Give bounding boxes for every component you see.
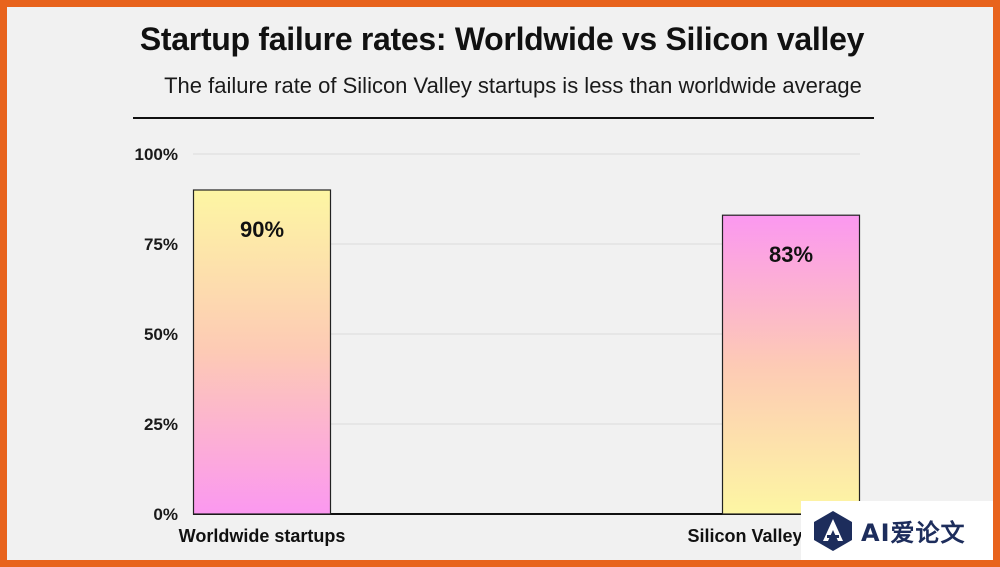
y-tick-label: 50% [144,325,178,344]
y-tick-label: 75% [144,235,178,254]
bar [192,189,332,515]
y-tick-label: 100% [135,145,178,164]
bar [721,214,861,515]
x-category-label: Silicon Valley [687,526,802,546]
x-category-label: Worldwide startups [179,526,346,546]
chart-title: Startup failure rates: Worldwide vs Sili… [139,21,865,57]
watermark: AI爱论文 [801,501,993,560]
watermark-text: AI爱论文 [861,519,966,547]
data-label: 90% [240,217,284,242]
data-label: 83% [769,242,813,267]
y-tick-label: 25% [144,415,178,434]
y-axis-ticks: 0% 25% 50% 75% 100% [135,145,178,524]
x-axis-categories: Worldwide startups Silicon Valley [179,526,803,546]
title-divider [133,117,874,119]
ai-logo-icon [814,510,852,551]
y-tick-label: 0% [153,505,178,524]
bars: 90% 83% [192,189,861,515]
chart-subtitle: The failure rate of Silicon Valley start… [164,73,862,98]
